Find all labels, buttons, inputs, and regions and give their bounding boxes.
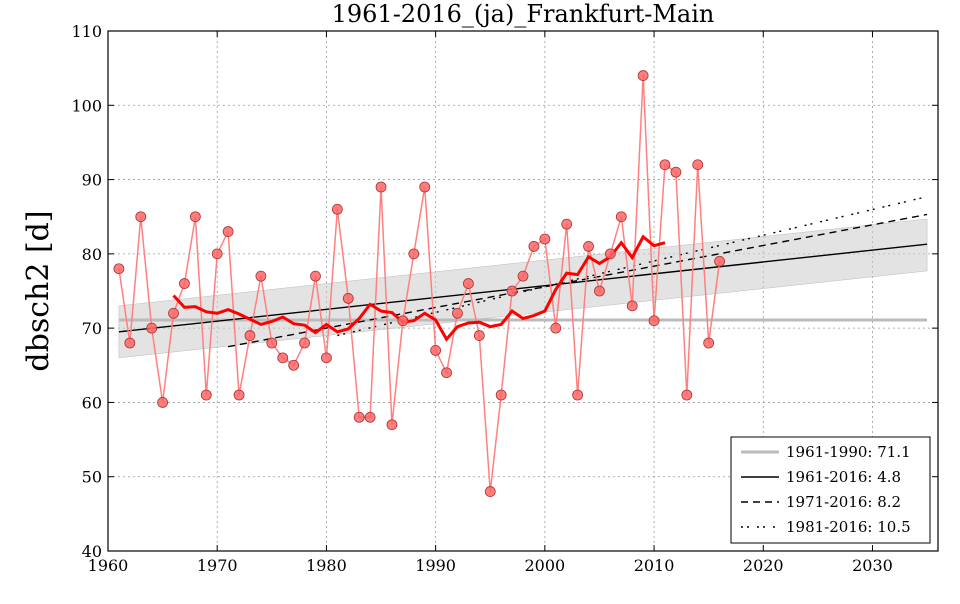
data-point: [146, 322, 158, 334]
legend-label: 1961-1990: 71.1: [786, 443, 911, 461]
moving-average-line: [172, 234, 666, 342]
data-point: [659, 159, 671, 171]
data-point: [484, 486, 496, 497]
x-tick-label: 2020: [743, 556, 784, 575]
data-point: [506, 285, 518, 297]
legend: 1961-1990: 71.1 1961-2016: 4.8 1971-2016: …: [730, 436, 931, 544]
chart-title: 1961-2016_(ja)_Frankfurt-Main: [332, 0, 715, 28]
data-point: [550, 322, 562, 334]
data-point: [277, 352, 289, 364]
data-point: [572, 389, 584, 401]
legend-label: 1971-2016: 8.2: [786, 493, 901, 511]
data-point: [364, 411, 376, 423]
y-tick-label: 110: [71, 22, 102, 41]
data-point: [321, 352, 332, 364]
data-point: [189, 211, 201, 223]
data-point: [255, 270, 267, 282]
data-point: [419, 181, 431, 193]
data-point: [615, 211, 627, 223]
data-point: [714, 255, 725, 267]
x-tick-label: 1960: [88, 556, 129, 575]
data-point: [462, 278, 474, 289]
data-point: [408, 248, 420, 260]
data-point: [135, 211, 147, 223]
data-point: [310, 270, 321, 282]
data-point: [517, 270, 529, 282]
data-point: [331, 203, 343, 215]
trend-line-1971-2016: [228, 213, 928, 348]
y-tick-label: 50: [82, 468, 102, 487]
y-tick-label: 80: [82, 245, 102, 264]
x-tick-label: 1990: [415, 556, 456, 575]
data-point: [452, 307, 463, 319]
data-point: [222, 226, 234, 237]
data-point: [266, 337, 278, 349]
data-point: [626, 300, 638, 312]
data-point: [681, 389, 693, 401]
data-point: [692, 159, 704, 171]
data-point: [200, 389, 212, 401]
y-tick-label: 60: [82, 393, 102, 412]
data-point: [473, 330, 485, 341]
data-point: [648, 315, 660, 327]
x-tick-label: 2000: [524, 556, 565, 575]
data-point: [397, 315, 409, 327]
data-point: [430, 345, 442, 356]
data-point: [299, 337, 310, 349]
data-point: [288, 359, 300, 371]
data-point: [703, 337, 715, 349]
data-point: [561, 218, 573, 230]
x-tick-label: 2030: [852, 556, 893, 575]
data-point: [157, 397, 169, 408]
plot-frame: [107, 30, 939, 552]
data-point: [386, 419, 398, 431]
y-tick-label: 100: [71, 96, 102, 115]
data-point: [583, 241, 594, 252]
data-point: [342, 293, 354, 304]
x-tick-label: 2010: [634, 556, 675, 575]
data-point: [539, 233, 551, 245]
plot-area: 1960 1970 1980 1990 2000 2010 2020 2030 40 50 60 70…: [71, 22, 939, 575]
data-point: [244, 330, 256, 341]
data-point: [113, 263, 125, 275]
legend-box: [730, 436, 931, 544]
data-point: [353, 411, 365, 423]
legend-label: 1961-2016: 4.8: [786, 468, 901, 486]
data-point: [495, 389, 507, 401]
data-point: [124, 337, 136, 349]
y-tick-label: 90: [82, 171, 102, 190]
data-point: [637, 70, 649, 81]
data-point: [441, 367, 452, 379]
data-point: [168, 307, 179, 319]
data-point: [670, 166, 682, 178]
legend-label: 1981-2016: 10.5: [786, 518, 911, 536]
data-point: [179, 278, 190, 289]
y-tick-label: 40: [82, 542, 102, 561]
y-axis-label: dbsch2 [d]: [21, 210, 56, 371]
x-tick-label: 1970: [197, 556, 238, 575]
y-tick-label: 70: [82, 319, 102, 338]
x-tick-label: 1980: [306, 556, 347, 575]
data-point: [211, 248, 223, 260]
data-point: [594, 285, 605, 297]
data-point: [233, 389, 245, 401]
data-point: [375, 181, 387, 193]
data-point: [604, 248, 616, 260]
data-point: [528, 241, 540, 252]
